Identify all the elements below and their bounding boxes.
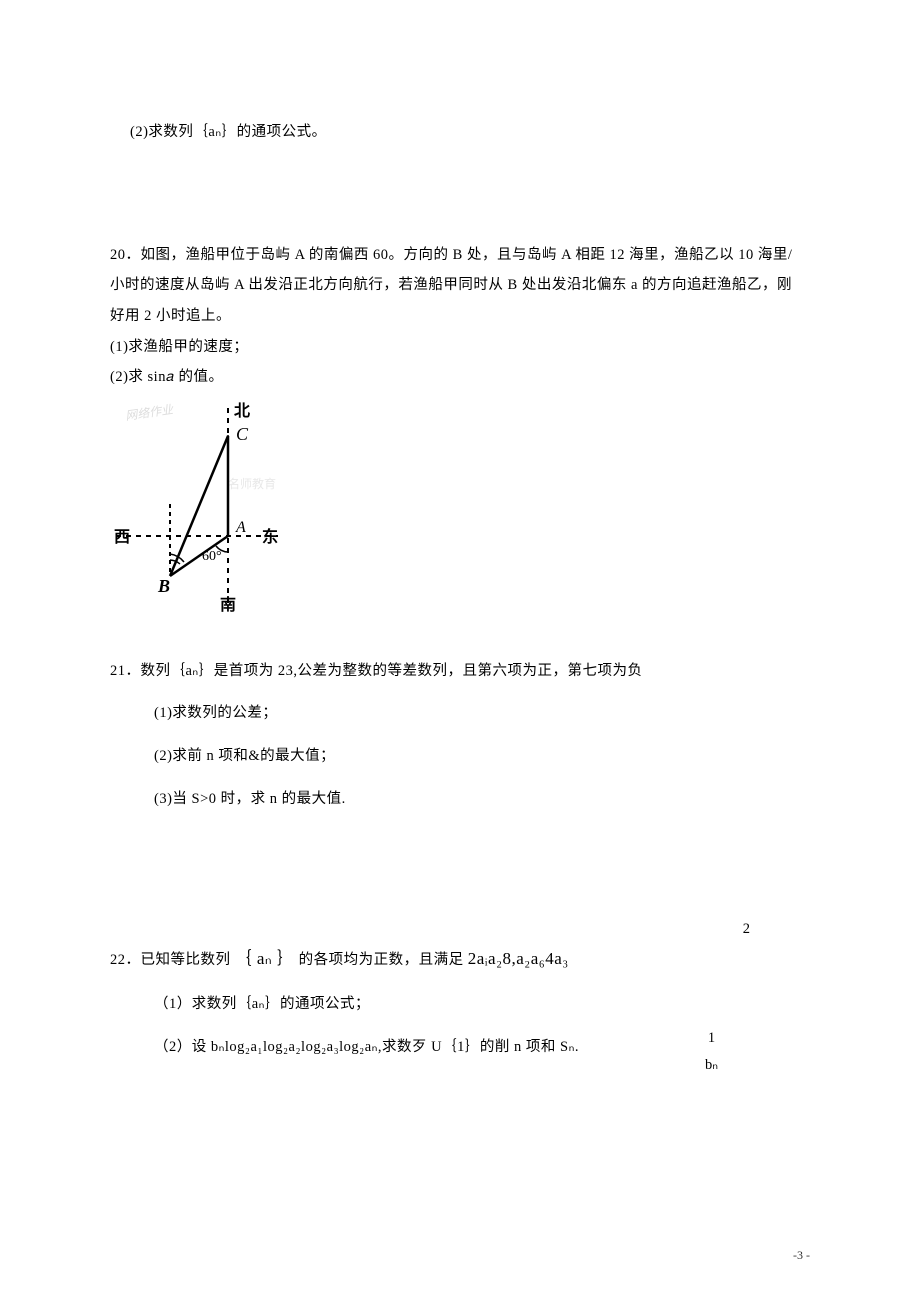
q20-stem-line1: 20．如图，渔船甲位于岛屿 A 的南偏西 60。方向的 B 处，且与岛屿 A 相… bbox=[110, 243, 810, 268]
q22-stem-set: ｛ aₙ ｝ bbox=[235, 949, 295, 968]
label-A: A bbox=[235, 519, 246, 536]
q20-stem-line3: 好用 2 小时追上。 bbox=[110, 304, 810, 329]
q22-float-frac-bot: bₙ bbox=[705, 1052, 718, 1078]
q22-float-frac: 1 bₙ bbox=[705, 1025, 718, 1077]
q20-part1: (1)求渔船甲的速度； bbox=[110, 335, 810, 360]
q21-part3: (3)当 S>0 时，求 n 的最大值. bbox=[110, 787, 810, 812]
q22-float-frac-top: 1 bbox=[705, 1025, 718, 1051]
q19-part2: (2)求数列｛aₙ｝的通项公式。 bbox=[110, 120, 810, 145]
label-angle-60: 60° bbox=[202, 549, 222, 564]
q22-stem-expr: 2aᵢa₂8,a₂a₆4a₃ bbox=[468, 949, 569, 968]
q22-float-2: 2 bbox=[743, 921, 750, 938]
label-C: C bbox=[236, 424, 249, 444]
q20-part2: (2)求 sin𝑎 的值。 bbox=[110, 365, 810, 390]
q21-part1: (1)求数列的公差； bbox=[110, 701, 810, 726]
label-east: 东 bbox=[262, 527, 278, 546]
label-B: B bbox=[157, 576, 170, 596]
page-number: -3 - bbox=[793, 1248, 810, 1263]
q20-figure: 网络作业 名师教育 北 南 东 西 A C B bbox=[108, 396, 810, 621]
label-north: 北 bbox=[234, 402, 250, 420]
q20-stem-line2: 小时的速度从岛屿 A 出发沿正北方向航行，若渔船甲同时从 B 处出发沿北偏东 a… bbox=[110, 273, 810, 298]
label-south: 南 bbox=[220, 595, 236, 614]
q22-stem-mid: 的各项均为正数，且满足 bbox=[299, 952, 464, 968]
watermark-2: 名师教育 bbox=[228, 476, 276, 491]
q22-stem-prefix: 22．已知等比数列 bbox=[110, 952, 231, 968]
q22-stem: 22．已知等比数列 ｛ aₙ ｝ 的各项均为正数，且满足 2aᵢa₂8,a₂a₆… bbox=[110, 945, 810, 974]
q21-part2: (2)求前 n 项和&的最大值； bbox=[110, 744, 810, 769]
q21-stem: 21．数列｛aₙ｝是首项为 23,公差为整数的等差数列，且第六项为正，第七项为负 bbox=[110, 659, 810, 684]
q22-part2-text: （2）设 bₙlog₂a₁log₂a₂log₂a₃log₂aₙ,求数歹 U｛1｝… bbox=[154, 1039, 579, 1055]
label-west: 西 bbox=[114, 528, 130, 546]
q22-part1: （1）求数列｛aₙ｝的通项公式； bbox=[110, 992, 810, 1017]
